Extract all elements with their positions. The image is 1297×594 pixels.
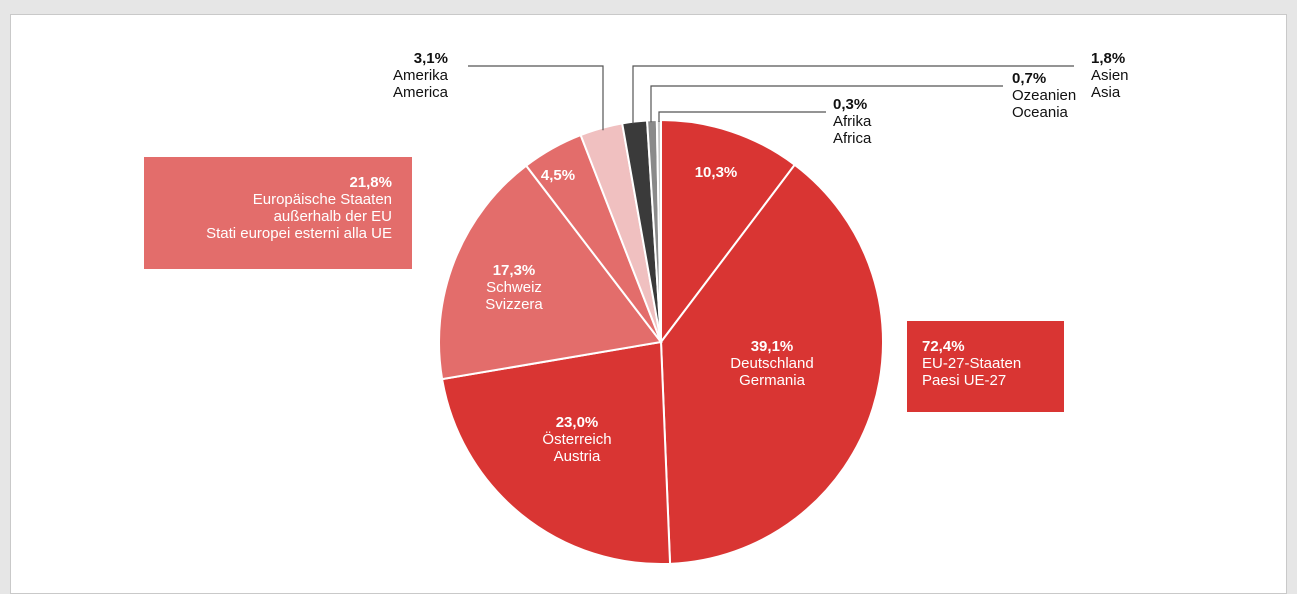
- group-label-noneu-line: Europäische Staaten: [253, 191, 392, 208]
- slice-label-af-line: 0,3%: [833, 96, 867, 113]
- slice-label-at-line: 23,0%: [556, 414, 599, 431]
- group-label-eu-line: EU-27-Staaten: [922, 355, 1021, 372]
- group-label-noneu-line: 21,8%: [349, 174, 392, 191]
- group-box-eu: [907, 321, 1064, 412]
- group-label-noneu-line: Stati europei esterni alla UE: [206, 225, 392, 242]
- slice-label-at-line: Österreich: [542, 430, 611, 448]
- slice-label-af: 0,3% Afrika Africa: [833, 96, 872, 147]
- slice-label-as-line: Asia: [1091, 84, 1121, 101]
- slice-label-de2: 10,3%: [695, 164, 738, 181]
- leader-line-oc: [650, 85, 1003, 123]
- pie-slice-at: [440, 340, 672, 565]
- slice-label-af-line: Afrika: [833, 113, 872, 130]
- slice-label-af-line: Africa: [833, 130, 872, 147]
- slice-label-oc-line: Ozeanien: [1012, 87, 1076, 104]
- slice-label-oc: 0,7% Ozeanien Oceania: [1012, 70, 1076, 121]
- slice-label-ch-line: 17,3%: [493, 262, 536, 279]
- slice-label-eo: 4,5%: [541, 167, 575, 184]
- pie-slice-de: [659, 163, 884, 565]
- slice-label-eo-line: 4,5%: [541, 167, 575, 184]
- slice-label-as-line: 1,8%: [1091, 50, 1125, 67]
- group-box-noneu: [144, 157, 412, 269]
- slice-label-de2-line: 10,3%: [695, 164, 738, 181]
- leader-line-af: [658, 111, 826, 122]
- pie-slice-ch: [438, 164, 663, 381]
- slice-label-am-line: Amerika: [393, 67, 449, 84]
- group-label-noneu-line: außerhalb der EU: [274, 208, 392, 225]
- slice-label-am-line: 3,1%: [414, 50, 448, 67]
- slice-label-at-line: Austria: [554, 448, 601, 465]
- slice-label-de-line: Deutschland: [730, 355, 813, 372]
- slice-label-as-line: Asien: [1091, 67, 1129, 84]
- group-label-eu: 72,4% EU-27-Staaten Paesi UE-27: [922, 338, 1021, 389]
- slice-label-am: 3,1% Amerika America: [393, 50, 449, 101]
- slice-label-at: 23,0% Österreich Austria: [542, 414, 611, 465]
- pie-slice-de2: [660, 118, 797, 345]
- slice-label-ch: 17,3% Schweiz Svizzera: [485, 262, 543, 313]
- slice-label-de-line: 39,1%: [751, 338, 794, 355]
- slice-label-de-line: Germania: [739, 372, 806, 389]
- slice-label-am-line: America: [393, 84, 449, 101]
- leader-line-as: [632, 65, 1074, 124]
- group-label-eu-line: Paesi UE-27: [922, 372, 1006, 389]
- leader-line-am: [468, 65, 604, 131]
- group-label-noneu: 21,8% Europäische Staaten außerhalb der EU…: [206, 174, 392, 242]
- slice-label-oc-line: 0,7%: [1012, 70, 1046, 87]
- slice-label-as: 1,8% Asien Asia: [1091, 50, 1129, 101]
- slice-label-ch-line: Svizzera: [485, 296, 543, 313]
- slice-label-oc-line: Oceania: [1012, 104, 1069, 121]
- slice-label-de: 39,1% Deutschland Germania: [730, 338, 813, 389]
- group-label-eu-line: 72,4%: [922, 338, 965, 355]
- slice-label-ch-line: Schweiz: [486, 279, 542, 296]
